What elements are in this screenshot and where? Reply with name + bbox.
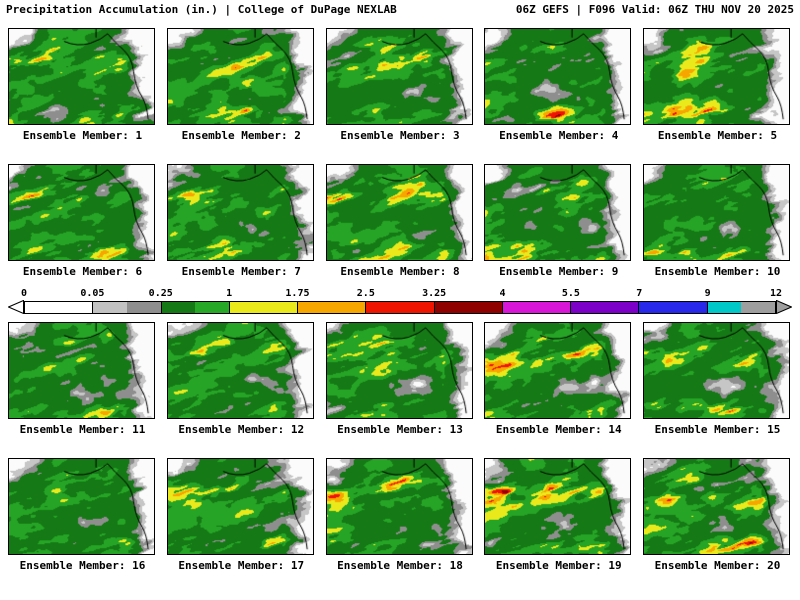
ensemble-panel: Ensemble Member: 9 bbox=[484, 164, 633, 278]
ensemble-map-canvas bbox=[8, 164, 155, 261]
page: Precipitation Accumulation (in.) | Colle… bbox=[0, 0, 800, 572]
ensemble-member-label: Ensemble Member: 16 bbox=[19, 559, 146, 572]
colorbar: 0 0.05 0.25 1 1.75 2.5 3.25 4 5.5 7 9 12 bbox=[8, 288, 792, 314]
ensemble-panel: Ensemble Member: 12 bbox=[166, 322, 316, 436]
ensemble-map-canvas bbox=[8, 28, 155, 125]
ensemble-panel: Ensemble Member: 6 bbox=[8, 164, 157, 278]
colorbar-segment bbox=[297, 301, 366, 313]
ensemble-member-label: Ensemble Member: 12 bbox=[178, 423, 305, 436]
colorbar-tick-label: 1.75 bbox=[285, 288, 310, 299]
ensemble-map-canvas bbox=[484, 164, 632, 261]
colorbar-tick-label: 0 bbox=[20, 288, 28, 299]
ensemble-member-label: Ensemble Member: 15 bbox=[654, 423, 781, 436]
ensemble-member-label: Ensemble Member: 14 bbox=[495, 423, 622, 436]
ensemble-panel: Ensemble Member: 14 bbox=[484, 322, 633, 436]
colorbar-segment bbox=[25, 301, 93, 313]
ensemble-panel: Ensemble Member: 15 bbox=[643, 322, 792, 436]
colorbar-segment bbox=[365, 301, 434, 313]
ensemble-member-label: Ensemble Member: 17 bbox=[178, 559, 305, 572]
ensemble-member-label: Ensemble Member: 7 bbox=[181, 265, 301, 278]
ensemble-map-canvas bbox=[484, 28, 632, 125]
ensemble-map-canvas bbox=[8, 458, 155, 555]
ensemble-panel: Ensemble Member: 11 bbox=[8, 322, 157, 436]
colorbar-tick-label: 0.05 bbox=[80, 288, 105, 299]
ensemble-map-canvas bbox=[8, 322, 155, 419]
ensemble-member-label: Ensemble Member: 20 bbox=[654, 559, 781, 572]
ensemble-member-label: Ensemble Member: 2 bbox=[181, 129, 301, 142]
ensemble-panel: Ensemble Member: 3 bbox=[325, 28, 475, 142]
colorbar-tick-label: 9 bbox=[704, 288, 711, 299]
ensemble-map-canvas bbox=[166, 28, 314, 125]
ensemble-panel: Ensemble Member: 8 bbox=[325, 164, 475, 278]
colorbar-tick-label: 0.25 bbox=[148, 288, 173, 299]
ensemble-map-canvas bbox=[643, 28, 790, 125]
ensemble-panel: Ensemble Member: 18 bbox=[325, 458, 475, 572]
ensemble-panel: Ensemble Member: 10 bbox=[643, 164, 792, 278]
colorbar-bar bbox=[8, 300, 792, 314]
ensemble-member-label: Ensemble Member: 6 bbox=[22, 265, 143, 278]
colorbar-segment bbox=[433, 301, 502, 313]
ensemble-member-label: Ensemble Member: 10 bbox=[654, 265, 781, 278]
ensemble-map-canvas bbox=[166, 164, 314, 261]
ensemble-map-canvas bbox=[325, 458, 473, 555]
colorbar-tick-label: 1 bbox=[226, 288, 233, 299]
ensemble-row-1: Ensemble Member: 1 Ensemble Member: 2 En… bbox=[0, 28, 800, 142]
ensemble-panel: Ensemble Member: 20 bbox=[643, 458, 792, 572]
ensemble-member-label: Ensemble Member: 8 bbox=[340, 265, 460, 278]
ensemble-row-4: Ensemble Member: 16 Ensemble Member: 17 … bbox=[0, 458, 800, 572]
colorbar-segment bbox=[228, 301, 298, 313]
ensemble-map-canvas bbox=[325, 164, 473, 261]
ensemble-panel: Ensemble Member: 7 bbox=[166, 164, 316, 278]
colorbar-tick-labels: 0 0.05 0.25 1 1.75 2.5 3.25 4 5.5 7 9 12 bbox=[20, 288, 782, 300]
ensemble-row-3: Ensemble Member: 11 Ensemble Member: 12 … bbox=[0, 322, 800, 436]
ensemble-map-canvas bbox=[484, 322, 632, 419]
ensemble-panel: Ensemble Member: 19 bbox=[484, 458, 633, 572]
ensemble-panel: Ensemble Member: 4 bbox=[484, 28, 633, 142]
ensemble-member-label: Ensemble Member: 9 bbox=[499, 265, 619, 278]
ensemble-map-canvas bbox=[166, 458, 314, 555]
colorbar-segment bbox=[638, 301, 707, 313]
ensemble-member-label: Ensemble Member: 18 bbox=[337, 559, 463, 572]
valid-time-label: 06Z GEFS | F096 Valid: 06Z THU NOV 20 20… bbox=[515, 3, 794, 16]
colorbar-left-arrow-icon bbox=[8, 300, 24, 314]
ensemble-panel: Ensemble Member: 13 bbox=[325, 322, 475, 436]
colorbar-tick-label: 7 bbox=[636, 288, 643, 299]
ensemble-member-label: Ensemble Member: 1 bbox=[22, 129, 143, 142]
colorbar-tick-label: 12 bbox=[769, 288, 783, 299]
colorbar-tick-label: 4 bbox=[499, 288, 506, 299]
header: Precipitation Accumulation (in.) | Colle… bbox=[0, 0, 800, 16]
ensemble-row-2: Ensemble Member: 6 Ensemble Member: 7 En… bbox=[0, 164, 800, 278]
ensemble-member-label: Ensemble Member: 19 bbox=[495, 559, 622, 572]
ensemble-panel: Ensemble Member: 16 bbox=[8, 458, 157, 572]
ensemble-panel: Ensemble Member: 17 bbox=[166, 458, 316, 572]
colorbar-scale bbox=[24, 300, 776, 314]
ensemble-member-label: Ensemble Member: 5 bbox=[657, 129, 778, 142]
ensemble-map-canvas bbox=[643, 164, 790, 261]
ensemble-map-canvas bbox=[166, 322, 314, 419]
ensemble-panel: Ensemble Member: 2 bbox=[166, 28, 316, 142]
ensemble-map-canvas bbox=[325, 28, 473, 125]
ensemble-member-label: Ensemble Member: 4 bbox=[499, 129, 619, 142]
ensemble-panel: Ensemble Member: 1 bbox=[8, 28, 157, 142]
colorbar-segment bbox=[160, 301, 229, 313]
colorbar-segment bbox=[92, 301, 161, 313]
colorbar-tick-label: 2.5 bbox=[356, 288, 375, 299]
colorbar-segment bbox=[706, 301, 775, 313]
ensemble-map-canvas bbox=[484, 458, 632, 555]
ensemble-member-label: Ensemble Member: 3 bbox=[340, 129, 460, 142]
colorbar-tick-label: 5.5 bbox=[561, 288, 580, 299]
ensemble-map-canvas bbox=[643, 322, 790, 419]
ensemble-map-canvas bbox=[325, 322, 473, 419]
ensemble-member-label: Ensemble Member: 13 bbox=[337, 423, 463, 436]
page-title: Precipitation Accumulation (in.) | Colle… bbox=[6, 3, 397, 16]
colorbar-segment bbox=[501, 301, 571, 313]
colorbar-segment bbox=[570, 301, 639, 313]
ensemble-panel: Ensemble Member: 5 bbox=[643, 28, 792, 142]
ensemble-map-canvas bbox=[643, 458, 790, 555]
colorbar-tick-label: 3.25 bbox=[422, 288, 447, 299]
colorbar-right-arrow-icon bbox=[776, 300, 792, 314]
ensemble-member-label: Ensemble Member: 11 bbox=[19, 423, 146, 436]
